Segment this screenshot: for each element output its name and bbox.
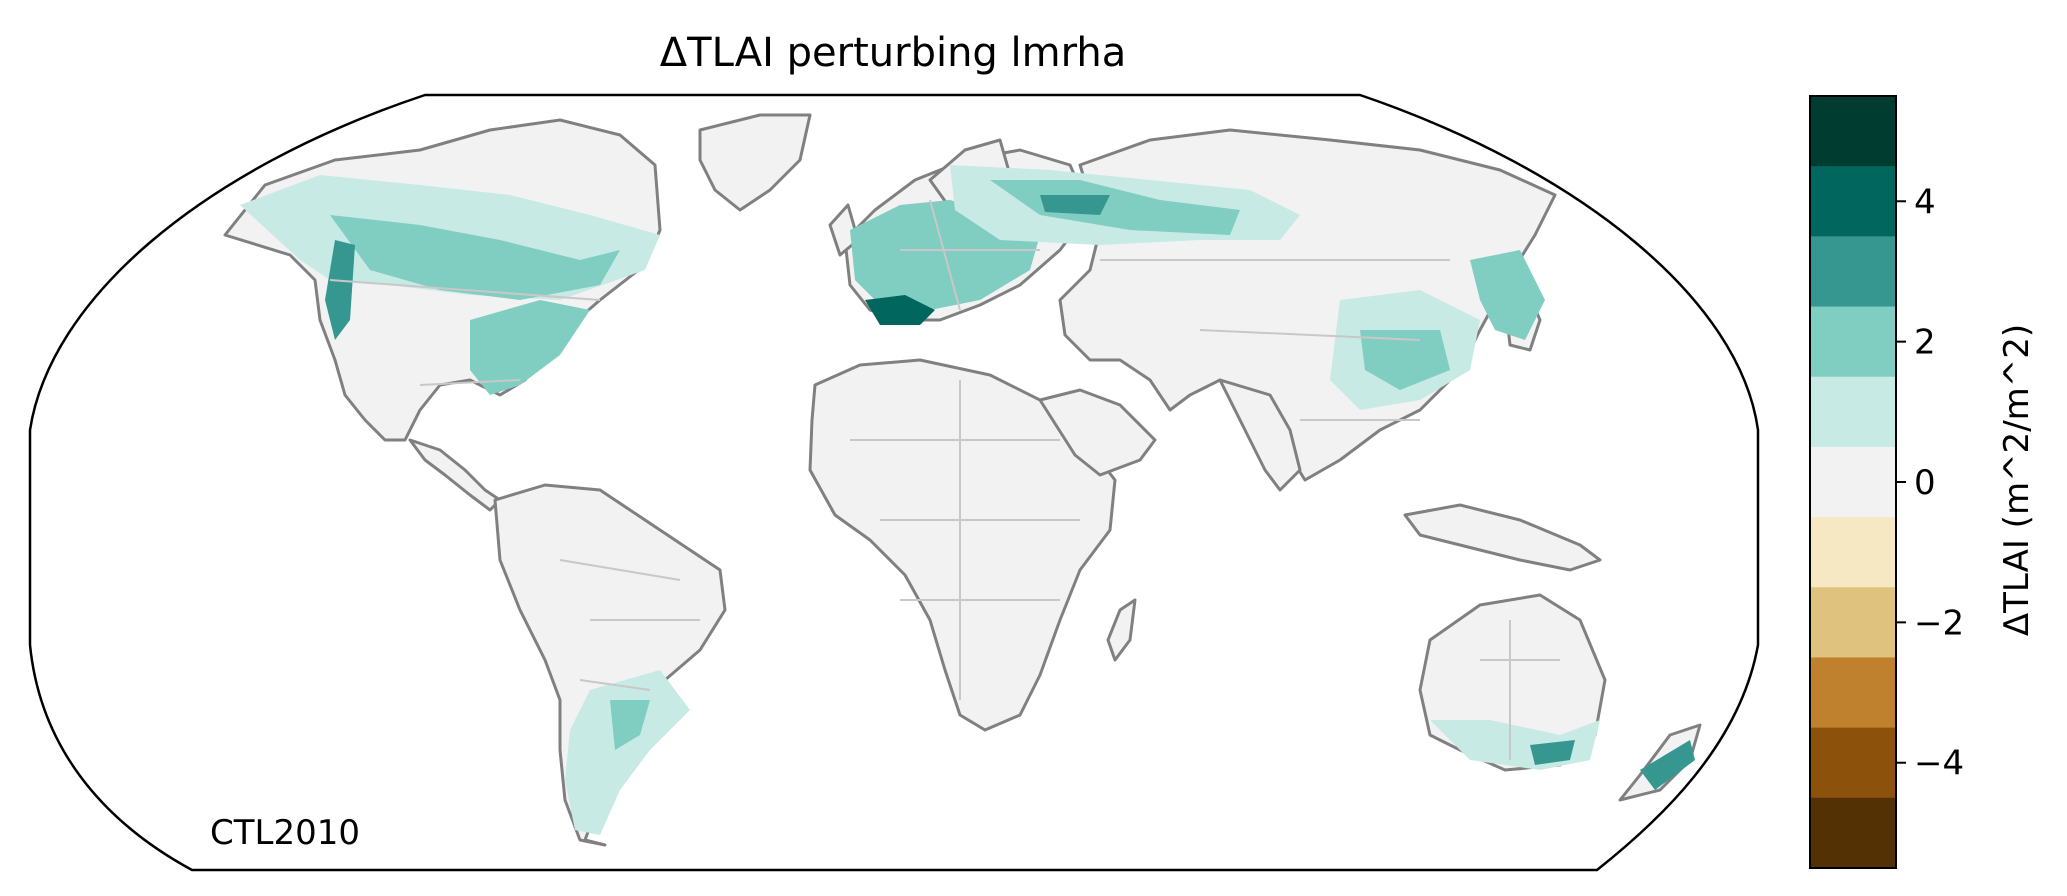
tlai-anomaly-patches [240,165,1695,835]
colorbar-label: ΔTLAI (m^2/m^2) [1997,324,2037,636]
colorbar-segment [1810,96,1896,167]
india-land [1218,378,1302,492]
colorbar-segment [1810,517,1896,588]
anomaly-south-america [565,670,690,835]
southeast-asia-islands [1403,503,1602,572]
colorbar-segment [1810,797,1896,869]
colorbar-segment [1810,306,1896,378]
colorbar [1809,95,1897,869]
madagascar-land [1106,598,1137,662]
arabia-land [1038,388,1157,477]
africa-land [808,358,1117,732]
anomaly-us-west [325,240,355,340]
colorbar-segment [1810,657,1896,729]
colorbar-tick-label: 2 [1914,323,1936,363]
anomaly-europe-core [865,295,935,325]
country-borders [329,199,1560,760]
anomaly-canada-core [330,215,620,300]
colorbar-ticks: 4 2 0 −2 −4 [1896,182,1964,784]
map-inset-label: CTL2010 [210,813,360,853]
colorbar-tick-label: −4 [1914,744,1964,784]
greenland-land [698,113,812,212]
map-title: ΔTLAI perturbing lmrha [660,30,1126,76]
anomaly-new-zealand [1640,740,1695,790]
anomaly-korea-japan [1470,250,1545,340]
colorbar-segment [1810,236,1896,308]
anomaly-australia-core [1530,740,1575,765]
anomaly-russia-dark [1040,195,1110,215]
colorbar-segment [1810,446,1896,518]
colorbar-tick-label: −2 [1914,603,1964,643]
colorbar-segment [1810,727,1896,799]
colorbar-segment [1810,166,1896,237]
anomaly-russia-core [990,180,1240,235]
colorbar-segment [1810,376,1896,448]
anomaly-east-asia-core [1360,330,1450,390]
colorbar-tick-label: 0 [1914,463,1936,503]
map-frame [28,93,1760,872]
anomaly-us-east [470,300,590,395]
anomaly-south-america-core [610,700,650,750]
colorbar-segment [1810,587,1896,659]
colorbar-tick-label: 4 [1914,182,1936,222]
